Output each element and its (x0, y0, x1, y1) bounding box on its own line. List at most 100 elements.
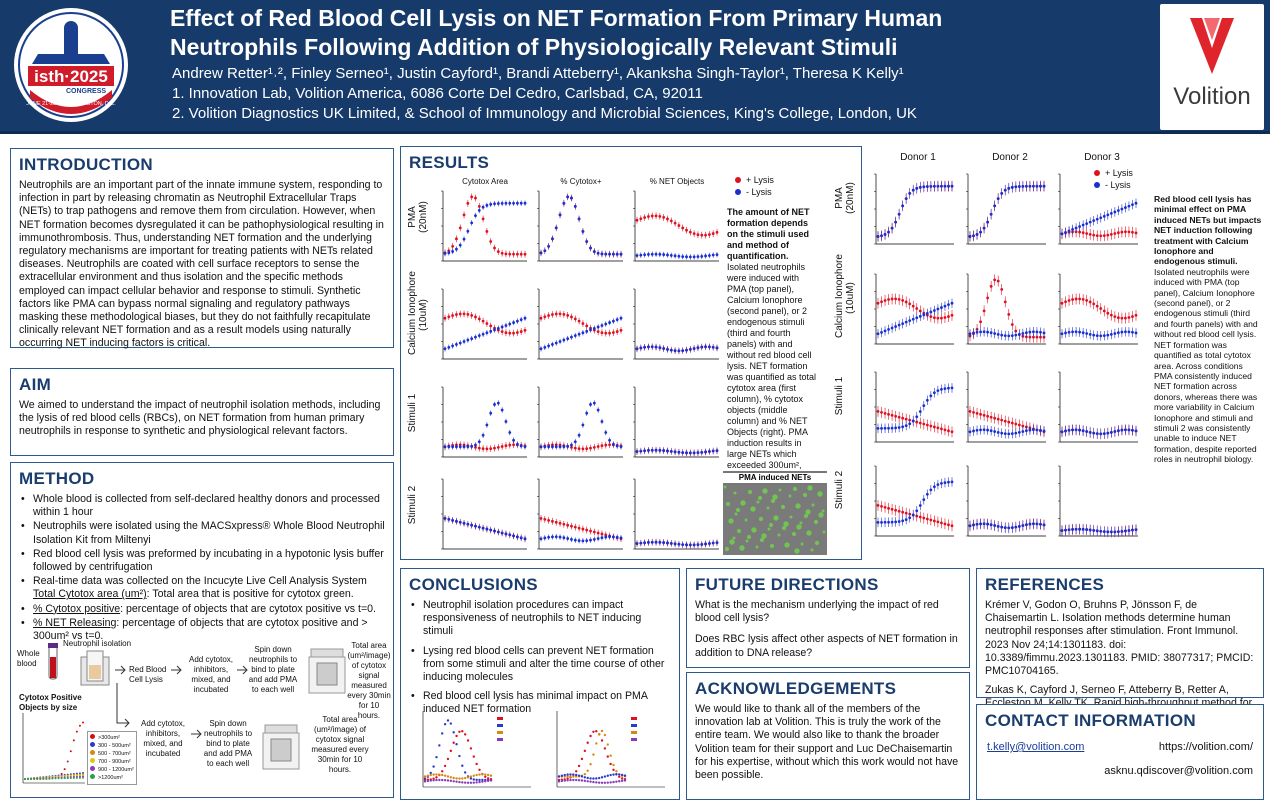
data-point (950, 480, 954, 484)
data-point (519, 252, 523, 256)
net-cell (811, 503, 815, 507)
data-point (489, 447, 493, 451)
future-directions-panel: FUTURE DIRECTIONS What is the mechanism … (686, 568, 970, 668)
ack-text: We would like to thank all of the member… (695, 703, 959, 782)
results-legend: + Lysis - Lysis (735, 175, 774, 199)
data-point (887, 520, 890, 524)
data-point (443, 445, 447, 449)
data-point (1017, 185, 1021, 188)
data-point (968, 524, 972, 528)
conclusions-panel: CONCLUSIONS Neutrophil isolation procedu… (400, 568, 680, 800)
data-point (911, 317, 915, 321)
data-point (943, 184, 947, 188)
method-def-net-releasing: : percentage of objects that are cytotox… (33, 616, 368, 643)
data-point (1116, 316, 1120, 320)
data-point (1099, 432, 1103, 436)
data-point (462, 237, 466, 241)
data-point (932, 425, 936, 429)
net-cell (791, 531, 797, 537)
data-point (42, 777, 45, 780)
data-point (508, 431, 512, 434)
data-point (982, 226, 986, 230)
data-point (1078, 297, 1082, 301)
results-plot-r0-c2 (633, 190, 719, 262)
data-point (481, 205, 485, 209)
data-point (547, 245, 551, 248)
donor-label-1: Donor 2 (992, 152, 1028, 163)
data-point (570, 524, 573, 528)
data-point (592, 780, 595, 784)
data-point (950, 184, 954, 188)
data-point (1131, 428, 1134, 432)
data-point (639, 253, 643, 257)
data-point (715, 541, 719, 545)
data-point (1071, 298, 1074, 301)
flow-spin-down-1: Spin down neutrophils to bind to plate a… (248, 645, 298, 694)
data-point (669, 253, 673, 257)
data-point (940, 306, 943, 309)
legend-marker (90, 734, 95, 739)
data-point (577, 774, 581, 777)
data-point (1099, 334, 1103, 338)
data-point (1021, 424, 1025, 428)
pma-nets-image: PMA induced NETs (723, 471, 827, 555)
data-point (563, 779, 566, 782)
contact-email-link[interactable]: t.kelly@volition.com (987, 741, 1085, 753)
data-point (986, 414, 990, 418)
data-point (989, 331, 993, 335)
contact-website[interactable]: https://volition.com/ (1158, 741, 1253, 753)
data-point (1120, 529, 1124, 533)
net-cell (761, 533, 767, 539)
contact-email-2[interactable]: asknu.qdiscover@volition.com (1104, 765, 1253, 777)
data-point (1078, 225, 1082, 228)
data-point (918, 410, 922, 413)
data-point (472, 781, 475, 784)
data-point (1039, 522, 1042, 526)
data-point (585, 528, 589, 532)
method-bullet-4: Real-time data was collected on the Incu… (21, 575, 385, 601)
data-point (470, 337, 474, 340)
data-point (929, 518, 933, 522)
data-point (562, 445, 566, 449)
data-point (943, 316, 947, 319)
results-plot-r0-c1 (537, 190, 623, 262)
data-point (943, 428, 947, 432)
data-point (904, 518, 908, 522)
data-point (1106, 431, 1110, 435)
data-point (1024, 429, 1028, 433)
data-point (611, 319, 615, 323)
data-point (554, 226, 558, 230)
data-point (451, 518, 455, 522)
row-label-0: PMA (20nM) (407, 201, 429, 233)
data-point (662, 216, 666, 219)
data-point (611, 252, 615, 256)
data-point (925, 398, 929, 402)
results-plot-r1-c1 (537, 288, 623, 360)
data-point (597, 733, 601, 736)
data-point (583, 779, 587, 783)
data-point (30, 777, 33, 780)
data-point (700, 542, 704, 546)
data-point (1088, 300, 1092, 304)
data-point (650, 345, 654, 349)
method-heading: METHOD (19, 469, 95, 488)
data-point (1032, 330, 1035, 334)
data-point (493, 202, 496, 206)
data-point (876, 235, 880, 238)
data-point (1060, 332, 1064, 336)
data-point (1092, 302, 1096, 306)
data-point (446, 775, 450, 778)
data-point (1039, 330, 1042, 334)
arrow-icon (171, 665, 182, 675)
net-cell (799, 521, 803, 525)
donor-plot-r3-c1 (966, 465, 1046, 537)
data-point (523, 445, 527, 449)
data-point (581, 230, 585, 233)
data-point (897, 520, 901, 523)
data-point (901, 519, 905, 523)
data-point (968, 410, 972, 413)
data-point (1003, 526, 1007, 530)
flow-whole-blood-label: Whole blood (17, 649, 40, 668)
data-point (996, 417, 1000, 421)
data-point (569, 773, 572, 776)
